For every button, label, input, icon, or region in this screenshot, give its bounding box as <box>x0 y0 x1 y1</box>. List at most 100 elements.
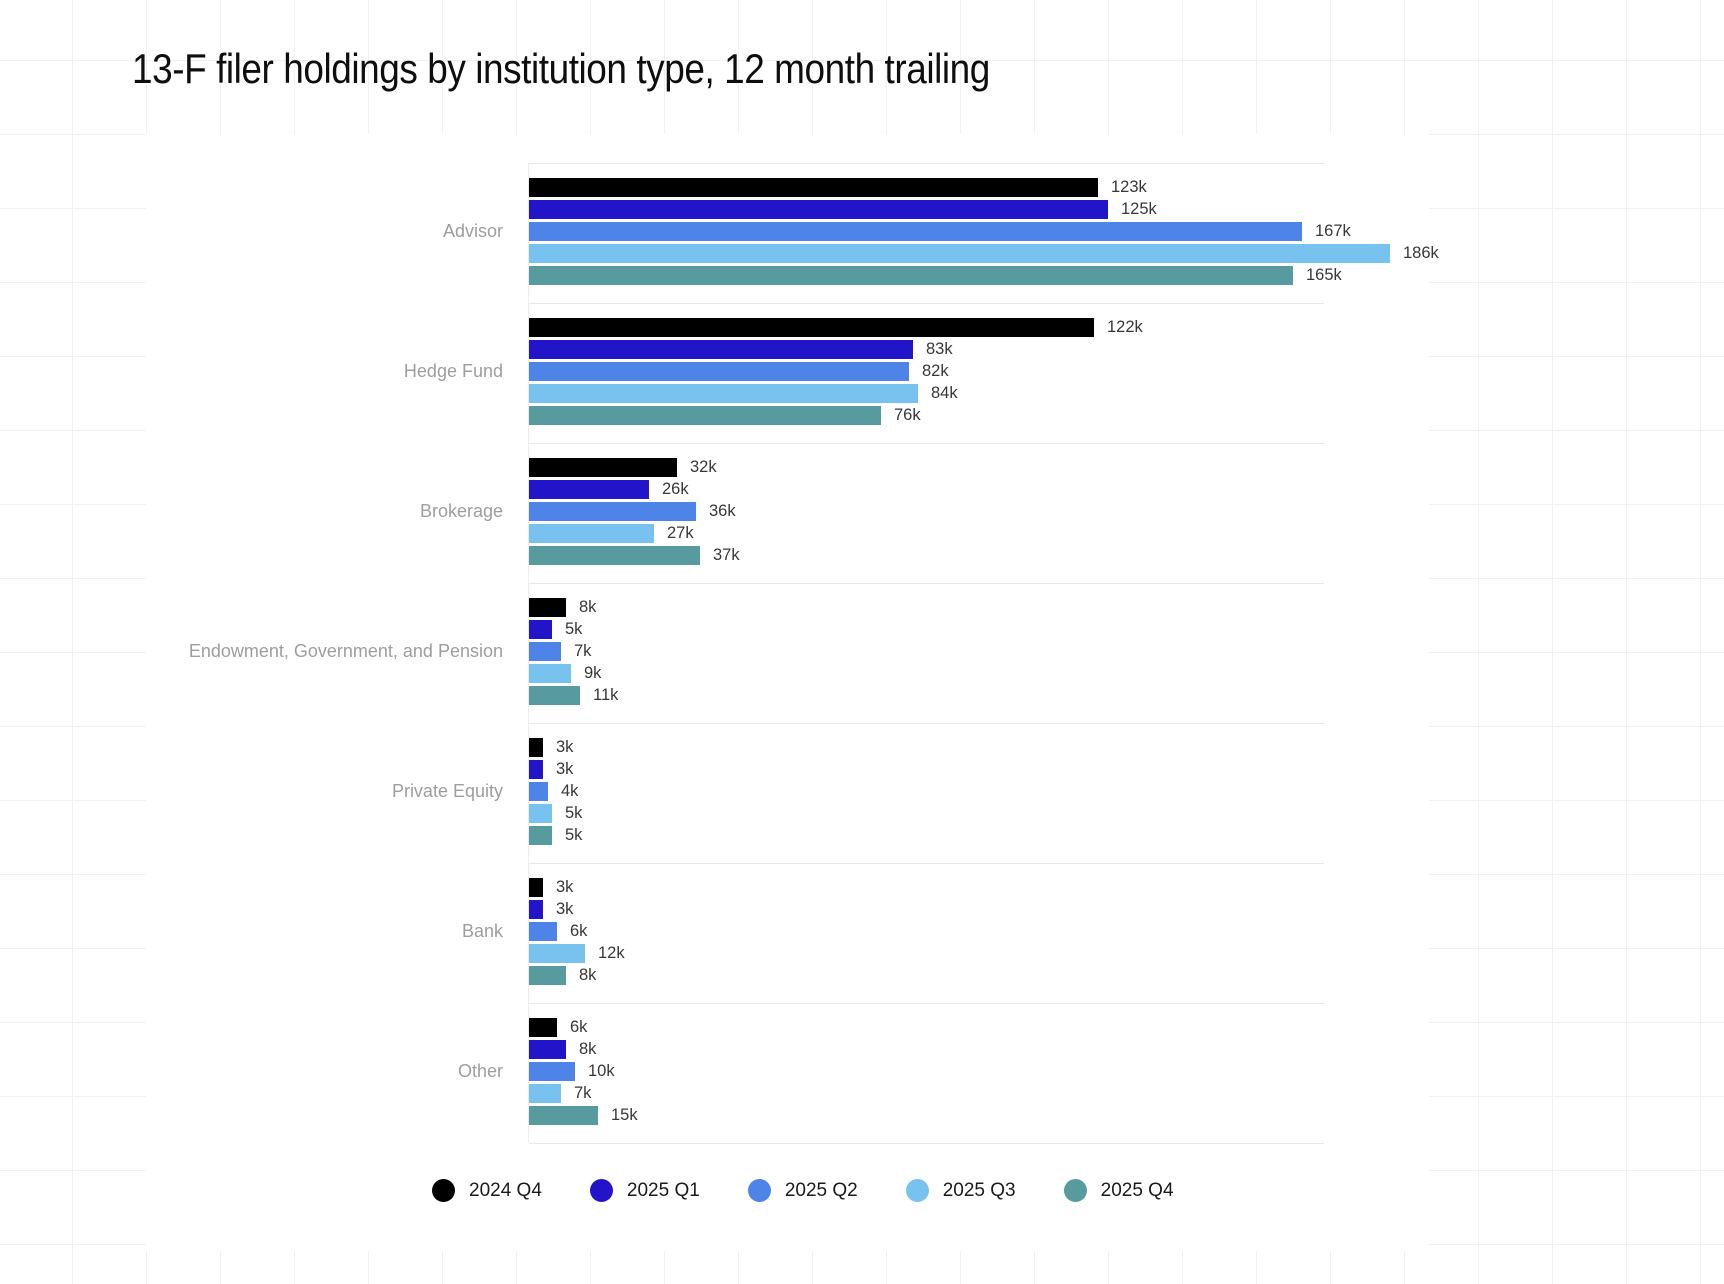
data-bar <box>529 384 918 403</box>
group-separator-line <box>529 303 1324 304</box>
legend-swatch-icon <box>1063 1179 1087 1202</box>
group-separator-line <box>529 443 1324 444</box>
data-bar <box>529 1084 561 1103</box>
legend-label: 2025 Q3 <box>942 1179 1016 1201</box>
bar-value-label: 36k <box>709 502 736 520</box>
legend-swatch-icon <box>905 1179 929 1202</box>
legend-label: 2025 Q4 <box>1100 1179 1174 1201</box>
bar-value-label: 7k <box>574 642 592 660</box>
data-bar <box>529 222 1302 241</box>
bar-value-label: 125k <box>1121 200 1157 218</box>
bar-value-label: 186k <box>1403 244 1439 262</box>
chart-panel <box>146 134 1429 1251</box>
data-bar <box>529 944 585 963</box>
data-bar <box>529 318 1094 337</box>
bar-value-label: 11k <box>593 686 619 704</box>
group-separator-line <box>529 723 1324 724</box>
legend-label: 2025 Q2 <box>784 1179 858 1201</box>
data-bar <box>529 642 561 661</box>
legend-swatch-icon <box>747 1179 771 1202</box>
bar-value-label: 82k <box>922 362 949 380</box>
data-bar <box>529 524 654 543</box>
data-bar <box>529 406 881 425</box>
group-separator-line <box>529 163 1324 164</box>
bar-value-label: 5k <box>565 620 583 638</box>
category-axis-line <box>528 163 529 1143</box>
bar-value-label: 3k <box>556 760 574 778</box>
legend-item: 2025 Q2 <box>747 1179 858 1202</box>
bar-value-label: 27k <box>667 524 694 542</box>
data-bar <box>529 546 700 565</box>
data-bar <box>529 738 543 757</box>
bar-value-label: 8k <box>579 1040 597 1058</box>
bar-value-label: 84k <box>931 384 958 402</box>
chart-legend: 2024 Q4 2025 Q1 2025 Q2 2025 Q3 2025 Q4 <box>432 1179 1174 1202</box>
data-bar <box>529 900 543 919</box>
data-bar <box>529 878 543 897</box>
data-bar <box>529 966 566 985</box>
data-bar <box>529 244 1390 263</box>
bar-value-label: 123k <box>1111 178 1147 196</box>
legend-label: 2024 Q4 <box>469 1179 542 1201</box>
legend-item: 2025 Q4 <box>1063 1179 1174 1202</box>
bar-value-label: 4k <box>561 782 579 800</box>
bar-value-label: 6k <box>570 1018 588 1036</box>
group-separator-line <box>529 1003 1324 1004</box>
data-bar <box>529 1018 557 1037</box>
category-label: Endowment, Government, and Pension <box>188 641 503 661</box>
bar-value-label: 5k <box>565 804 583 822</box>
bar-value-label: 9k <box>584 664 602 682</box>
bar-value-label: 83k <box>926 340 953 358</box>
bar-value-label: 3k <box>556 878 574 896</box>
bar-value-label: 8k <box>579 598 597 616</box>
data-bar <box>529 922 557 941</box>
data-bar <box>529 362 909 381</box>
bar-value-label: 167k <box>1315 222 1351 240</box>
data-bar <box>529 200 1108 219</box>
data-bar <box>529 782 548 801</box>
bar-value-label: 26k <box>662 480 689 498</box>
data-bar <box>529 340 913 359</box>
category-label: Advisor <box>442 221 503 241</box>
bar-value-label: 8k <box>579 966 597 984</box>
data-bar <box>529 686 580 705</box>
bar-value-label: 165k <box>1306 266 1342 284</box>
data-bar <box>529 1040 566 1059</box>
data-bar <box>529 826 552 845</box>
data-bar <box>529 804 552 823</box>
bar-value-label: 15k <box>611 1106 638 1124</box>
group-separator-line <box>529 1143 1324 1144</box>
bar-value-label: 76k <box>894 406 921 424</box>
category-label: Other <box>457 1061 503 1081</box>
category-label: Private Equity <box>391 781 503 801</box>
data-bar <box>529 760 543 779</box>
bar-value-label: 5k <box>565 826 583 844</box>
data-bar <box>529 598 566 617</box>
data-bar <box>529 664 571 683</box>
bar-value-label: 10k <box>588 1062 615 1080</box>
data-bar <box>529 480 649 499</box>
legend-label: 2025 Q1 <box>626 1179 700 1201</box>
data-bar <box>529 502 696 521</box>
data-bar <box>529 266 1293 285</box>
category-label: Bank <box>461 921 503 941</box>
data-bar <box>529 620 552 639</box>
chart-title: 13-F filer holdings by institution type,… <box>132 45 990 92</box>
category-label: Hedge Fund <box>403 361 503 381</box>
legend-item: 2025 Q1 <box>589 1179 700 1202</box>
data-bar <box>529 178 1098 197</box>
category-label: Brokerage <box>419 501 503 521</box>
bar-value-label: 37k <box>713 546 740 564</box>
bar-value-label: 3k <box>556 738 574 756</box>
data-bar <box>529 1106 598 1125</box>
data-bar <box>529 458 677 477</box>
legend-swatch-icon <box>589 1179 613 1202</box>
bar-value-label: 7k <box>574 1084 592 1102</box>
bar-value-label: 6k <box>570 922 588 940</box>
legend-swatch-icon <box>432 1179 455 1202</box>
bar-value-label: 12k <box>598 944 625 962</box>
bar-value-label: 122k <box>1107 318 1143 336</box>
legend-item: 2025 Q3 <box>905 1179 1016 1202</box>
legend-item: 2024 Q4 <box>432 1179 542 1202</box>
